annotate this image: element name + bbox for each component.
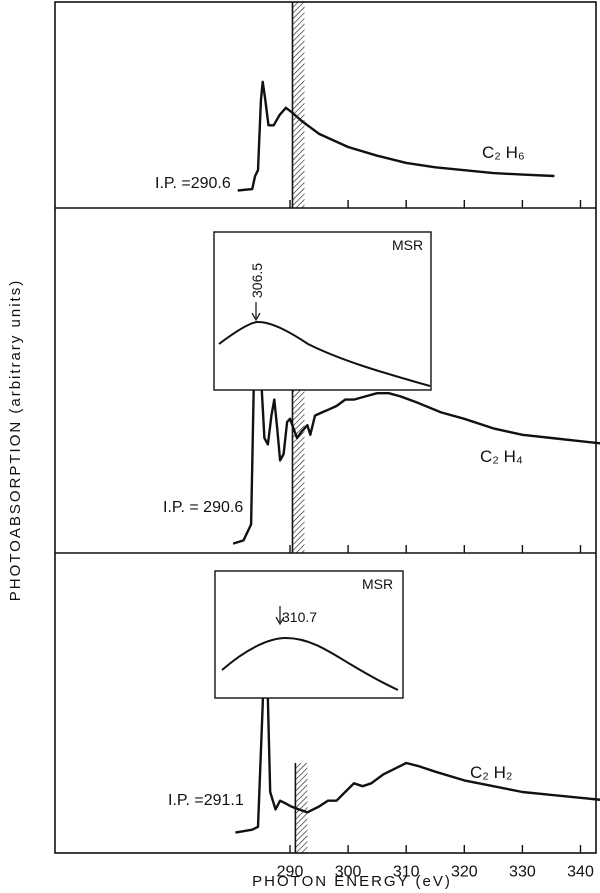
inset-msr-label-c2h4: MSR (392, 237, 423, 253)
inset-frame-c2h4 (213, 231, 432, 391)
inset-peak-label-c2h4: 306.5 (249, 263, 265, 298)
inset-peak-label-c2h2: 310.7 (282, 609, 317, 625)
x-axis-title: PHOTON ENERGY (eV) (252, 873, 452, 890)
y-axis-title: PHOTOABSORPTION (arbitrary units) (7, 279, 24, 601)
species-label-c2h4: C₂ H₄ (480, 447, 523, 466)
ip-label-c2h6: I.P. =290.6 (155, 175, 231, 192)
spectrum-line-1 (232, 254, 600, 545)
x-tick-label-310: 310 (393, 863, 420, 880)
inset-peak-arrowhead-c2h2 (275, 616, 285, 626)
plot-layer: 290300310320330340350 (232, 2, 600, 880)
species-label-c2h2: C₂ H₂ (470, 763, 512, 782)
species-label-c2h6: C₂ H₆ (482, 143, 525, 162)
ip-hatch-band-2 (295, 763, 308, 853)
x-tick-label-300: 300 (335, 863, 362, 880)
inset-msr-label-c2h2: MSR (362, 576, 393, 592)
x-tick-label-330: 330 (509, 863, 536, 880)
spectrum-line-2 (235, 590, 600, 834)
inset-curve-c2h2 (221, 636, 399, 691)
inset-curve-c2h4 (218, 320, 431, 387)
x-tick-label-340: 340 (567, 863, 594, 880)
ip-label-c2h2: I.P. =291.1 (168, 792, 244, 809)
ip-label-c2h4: I.P. = 290.6 (163, 499, 243, 516)
x-tick-label-290: 290 (277, 863, 304, 880)
spectrum-line-0 (237, 80, 555, 192)
inset-peak-arrowhead-c2h4 (251, 312, 261, 322)
plot-frame (54, 1, 597, 854)
x-tick-label-320: 320 (451, 863, 478, 880)
ip-hatch-band-0 (292, 2, 305, 208)
